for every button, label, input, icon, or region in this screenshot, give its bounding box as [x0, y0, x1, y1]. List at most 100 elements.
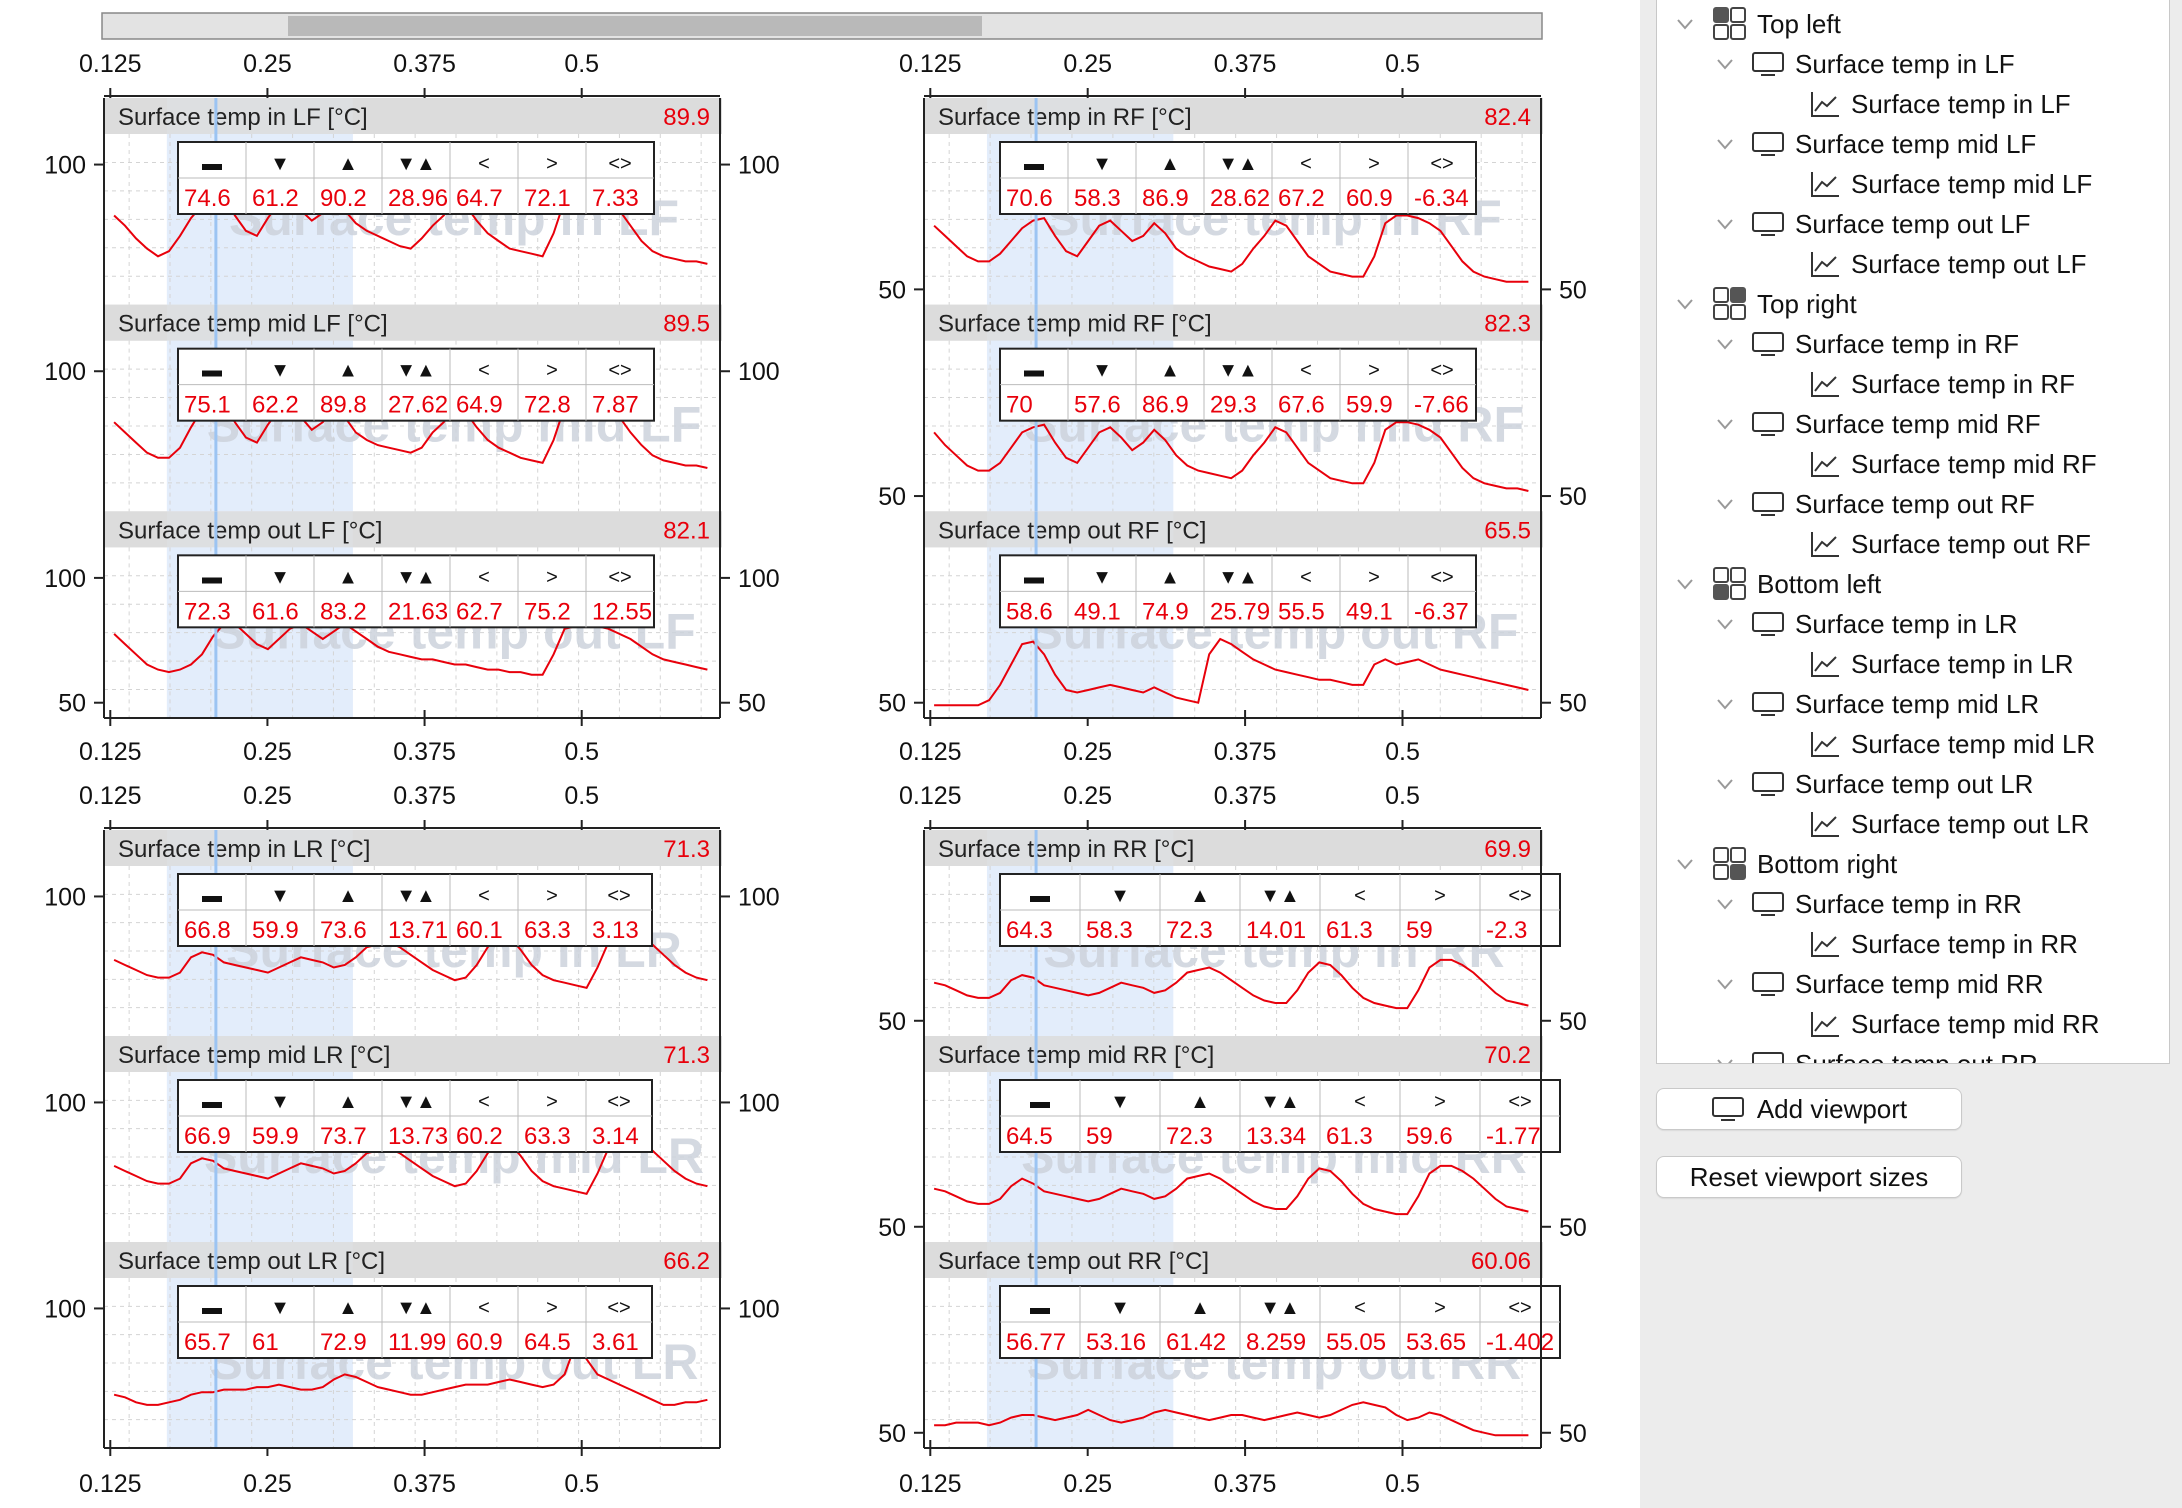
chevron-down-icon[interactable] — [1715, 894, 1735, 914]
tree-item[interactable]: Surface temp mid LR — [1755, 724, 2095, 764]
viewport-bottom-left[interactable]: 0.125 0.25 0.375 0.5 0.125 0.25 0.375 0.5 Surfac… — [44, 782, 779, 1498]
chevron-down-icon[interactable] — [1715, 334, 1735, 354]
plots-canvas[interactable]: 0.125 0.25 0.375 0.5 0.125 0.25 0.375 0.5 Surfac… — [0, 0, 1640, 1508]
stats-value: 63.3 — [524, 917, 571, 944]
tree-item[interactable]: Surface temp in RR — [1755, 924, 2078, 964]
grid-bl-icon — [1713, 567, 1747, 601]
chevron-down-icon[interactable] — [1715, 694, 1735, 714]
tree-item-label: Surface temp mid RR — [1795, 968, 2044, 999]
stats-value: 61 — [252, 1329, 279, 1356]
chevron-down-icon[interactable] — [1715, 134, 1735, 154]
stats-value: 70 — [1006, 392, 1033, 419]
stats-header-label: ▼▲ — [1218, 360, 1258, 382]
chevron-down-icon[interactable] — [1715, 494, 1735, 514]
stats-header-label: <> — [608, 153, 631, 175]
tree-item[interactable]: Bottom left — [1675, 564, 1881, 604]
x-tick-label: 0.375 — [1214, 50, 1277, 78]
stats-value: 28.62 — [1210, 185, 1270, 212]
stats-value: 59.9 — [252, 917, 299, 944]
chevron-down-icon[interactable] — [1715, 614, 1735, 634]
plot-area[interactable]: 0.125 0.25 0.375 0.5 0.125 0.25 0.375 0.5 Surfac… — [0, 0, 1640, 1508]
add-viewport-button[interactable]: Add viewport — [1656, 1088, 1962, 1130]
tree-item-label: Surface temp out RF — [1795, 488, 2035, 519]
tree-item-label: Surface temp mid LR — [1851, 728, 2096, 759]
monitor-icon — [1751, 971, 1785, 997]
tree-item-label: Surface temp in RR — [1851, 928, 2078, 959]
tree-item[interactable]: Surface temp mid RF — [1715, 404, 2041, 444]
chevron-down-icon[interactable] — [1715, 974, 1735, 994]
tree-item[interactable]: Surface temp mid LF — [1755, 164, 2092, 204]
stats-header-label: <> — [607, 1297, 630, 1319]
plot-header-bg — [104, 830, 722, 866]
tree-item-label: Surface temp in LR — [1795, 608, 2018, 639]
scrollbar-thumb[interactable] — [288, 16, 982, 36]
tree-item[interactable]: Bottom right — [1675, 844, 1897, 884]
stats-value: 13.34 — [1246, 1123, 1306, 1150]
tree-item[interactable]: Surface temp in LR — [1755, 644, 2074, 684]
x-tick-label: 0.5 — [1385, 1470, 1420, 1498]
add-viewport-label: Add viewport — [1756, 1093, 1908, 1124]
viewport-bottom-right[interactable]: 0.125 0.25 0.375 0.5 0.125 0.25 0.375 0.5 Surfac… — [878, 782, 1587, 1498]
tree-item[interactable]: Surface temp out RF — [1715, 484, 2035, 524]
chevron-down-icon[interactable] — [1715, 54, 1735, 74]
tree-item[interactable]: Surface temp mid RR — [1715, 964, 2044, 1004]
stats-header-label: <> — [607, 885, 630, 907]
tree-item[interactable]: Surface temp in RF — [1755, 364, 2075, 404]
stats-header-label: <> — [1508, 1297, 1531, 1319]
tree-item[interactable]: Surface temp in LR — [1715, 604, 2018, 644]
tree-item[interactable]: Surface temp mid RF — [1755, 444, 2097, 484]
chevron-down-icon[interactable] — [1715, 774, 1735, 794]
stats-header-label: > — [1434, 885, 1446, 907]
tree-item[interactable]: Surface temp mid LF — [1715, 124, 2036, 164]
tree-item[interactable]: Surface temp out LF — [1755, 244, 2087, 284]
chevron-down-icon[interactable] — [1675, 854, 1695, 874]
viewport-top-right[interactable]: 0.125 0.25 0.375 0.5 0.125 0.25 0.375 0.5 Surfac… — [878, 50, 1587, 766]
tree-item-label: Surface temp out LR — [1795, 768, 2034, 799]
tree-item[interactable]: Surface temp out LR — [1755, 804, 2089, 844]
x-tick-label: 0.25 — [1063, 738, 1112, 766]
stats-value: 90.2 — [320, 185, 367, 212]
tree-item[interactable]: Surface temp in LF — [1715, 44, 2015, 84]
tree-item[interactable]: Surface temp out LF — [1715, 204, 2031, 244]
tree-item-label: Surface temp mid LF — [1851, 168, 2093, 199]
chevron-down-icon[interactable] — [1715, 414, 1735, 434]
tree-item[interactable]: Top right — [1675, 284, 1857, 324]
tree-item[interactable]: Surface temp mid RR — [1755, 1004, 2100, 1044]
tree-item[interactable]: Surface temp out RF — [1755, 524, 2091, 564]
tree-item[interactable]: Top left — [1675, 4, 1841, 44]
stats-header-label: ▲ — [338, 885, 358, 907]
tree-item[interactable]: Surface temp out LR — [1715, 764, 2033, 804]
chevron-down-icon[interactable] — [1715, 1054, 1735, 1064]
viewport-top-left[interactable]: 0.125 0.25 0.375 0.5 0.125 0.25 0.375 0.5 Surfac… — [44, 50, 779, 766]
stats-header-label: < — [1300, 360, 1312, 382]
stats-value: -6.37 — [1414, 598, 1469, 625]
tree-item[interactable]: Surface temp in RF — [1715, 324, 2019, 364]
chevron-down-icon[interactable] — [1675, 574, 1695, 594]
tree-item[interactable]: Surface temp in LF — [1755, 84, 2071, 124]
stats-header-label: ▼ — [1110, 885, 1130, 907]
data-trace — [113, 1341, 708, 1406]
stats-header-label: ▼ — [270, 153, 290, 175]
stats-value: 58.3 — [1074, 185, 1121, 212]
viewport-tree[interactable]: Top left Surface temp in LF Surface temp i… — [1656, 0, 2170, 1064]
tree-item[interactable]: Surface temp out RR — [1715, 1044, 2038, 1064]
chevron-down-icon[interactable] — [1715, 214, 1735, 234]
tree-item[interactable]: Surface temp mid LR — [1715, 684, 2039, 724]
reset-viewport-sizes-button[interactable]: Reset viewport sizes — [1656, 1156, 1962, 1198]
chevron-down-icon[interactable] — [1675, 294, 1695, 314]
tree-item[interactable]: Surface temp in RR — [1715, 884, 2022, 924]
chevron-down-icon[interactable] — [1675, 14, 1695, 34]
stats-value: 75.2 — [524, 598, 571, 625]
